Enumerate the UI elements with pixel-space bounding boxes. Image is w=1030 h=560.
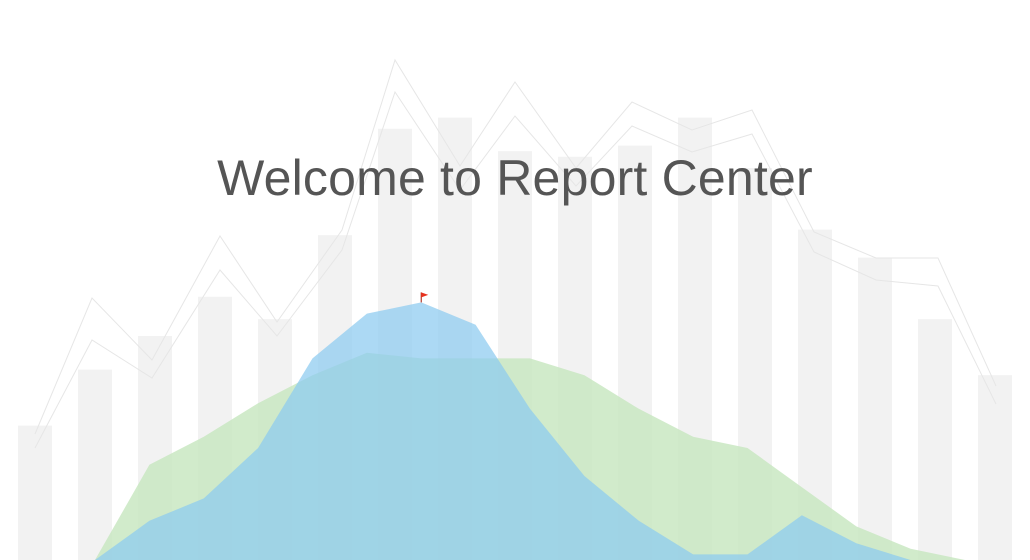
trend-line (34, 58, 997, 435)
trend-line (34, 90, 997, 449)
background-bar (18, 425, 52, 560)
background-trend-lines (34, 58, 997, 449)
page-title: Welcome to Report Center (217, 150, 813, 206)
background-bar (78, 369, 112, 560)
background-bar (978, 375, 1012, 560)
background-bar (918, 319, 952, 560)
flag-cloth (421, 292, 429, 298)
background-bar (858, 257, 892, 560)
peak-flag-icon (420, 292, 429, 303)
blue-area (95, 302, 965, 560)
